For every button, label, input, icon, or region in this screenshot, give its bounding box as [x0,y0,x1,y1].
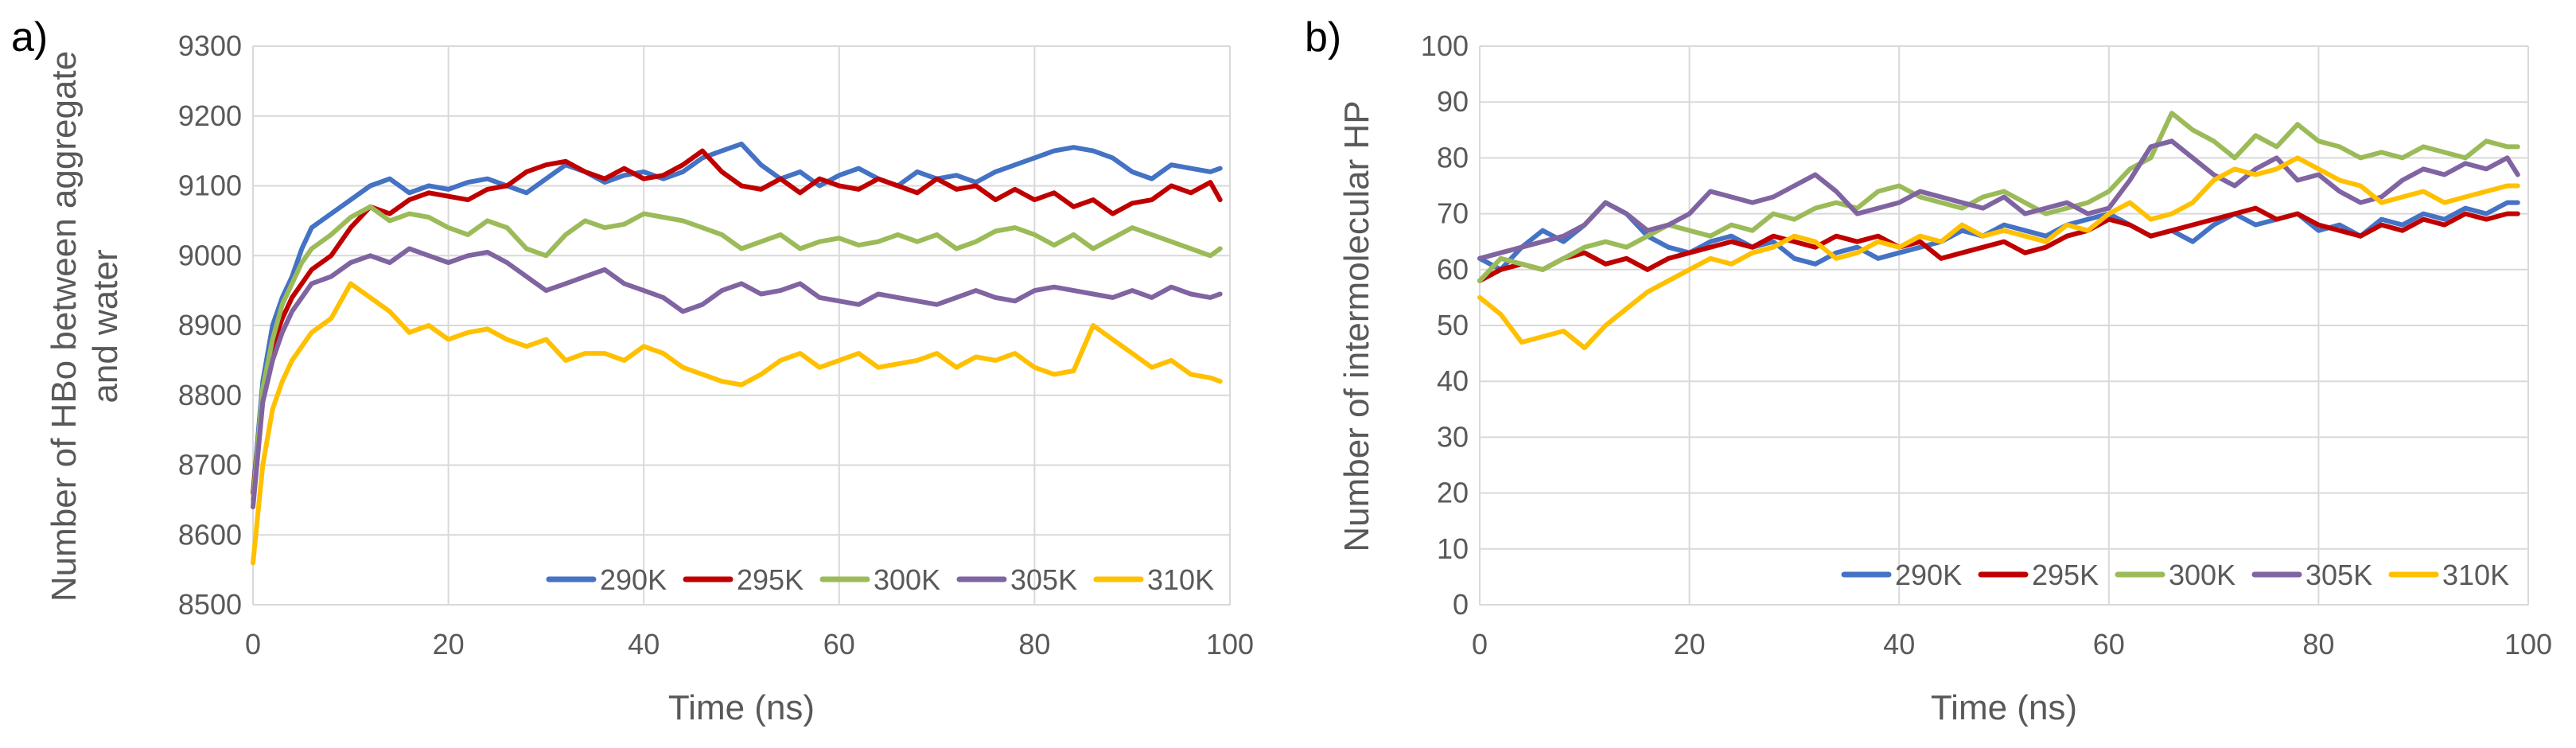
x-tick-label: 40 [1883,628,1915,660]
series-line-300K [251,204,1223,503]
y-tick-label: 30 [1437,420,1469,453]
legend-label-305K: 305K [2306,559,2372,591]
y-tick-label: 10 [1437,532,1469,565]
x-tick-label: 60 [2093,628,2125,660]
x-tick-label: 0 [245,628,261,660]
panel-label: a) [11,14,48,60]
y-tick-label: 0 [1453,588,1469,621]
chart-panel-b: 0 10 20 30 40 50 60 70 80 90 100 0 20 40 60 80 100 Time (… [1305,14,2552,727]
x-tick-label: 100 [2504,628,2552,660]
y-tick-label: 60 [1437,253,1469,286]
series-line-300K [1477,111,2520,283]
legend-label-290K: 290K [600,563,667,596]
y-tick-label: 9300 [178,29,242,62]
panel-label: b) [1305,14,1341,60]
y-axis-title: Number of intermolecular HP [1337,100,1376,551]
series-line-310K [1477,155,2520,351]
series-line-310K [251,281,1223,566]
series-line-290K [251,141,1223,496]
y-tick-label: 8600 [178,518,242,551]
y-tick-label: 20 [1437,477,1469,509]
y-tick-label: 100 [1421,29,1469,62]
legend-label-295K: 295K [2032,559,2099,591]
y-tick-label: 9100 [178,169,242,202]
legend-label-290K: 290K [1895,559,1962,591]
x-tick-label: 0 [1472,628,1488,660]
x-tick-label: 60 [823,628,855,660]
y-axis-title: and water [86,249,125,403]
legend-label-300K: 300K [874,563,940,596]
y-tick-label: 9200 [178,99,242,132]
x-axis-title: Time (ns) [1931,688,2077,727]
x-tick-label: 20 [1674,628,1706,660]
series-line-295K [1477,205,2520,283]
legend-label-300K: 300K [2169,559,2236,591]
legend-label-305K: 305K [1010,563,1077,596]
y-tick-label: 9000 [178,239,242,271]
y-tick-label: 80 [1437,141,1469,173]
y-tick-label: 8500 [178,588,242,621]
legend-label-295K: 295K [737,563,804,596]
legend-label-310K: 310K [2442,559,2509,591]
y-tick-label: 50 [1437,309,1469,341]
y-tick-label: 8700 [178,449,242,481]
x-tick-label: 100 [1206,628,1254,660]
y-tick-label: 90 [1437,85,1469,118]
y-tick-label: 8900 [178,309,242,341]
x-tick-label: 20 [433,628,465,660]
y-tick-label: 70 [1437,197,1469,230]
y-tick-label: 40 [1437,364,1469,397]
x-tick-label: 40 [628,628,660,660]
x-tick-label: 80 [1018,628,1050,660]
x-axis-title: Time (ns) [668,688,815,727]
series-line-305K [251,246,1223,510]
y-axis-title: Number of HBo between aggregate [45,51,84,602]
chart-panel-a: 8500 8600 8700 8800 8900 9000 9100 9200 9300 0 20 4… [11,14,1254,727]
x-tick-label: 80 [2302,628,2334,660]
legend-label-310K: 310K [1147,563,1214,596]
series-line-305K [1477,138,2520,261]
y-tick-label: 8800 [178,379,242,411]
